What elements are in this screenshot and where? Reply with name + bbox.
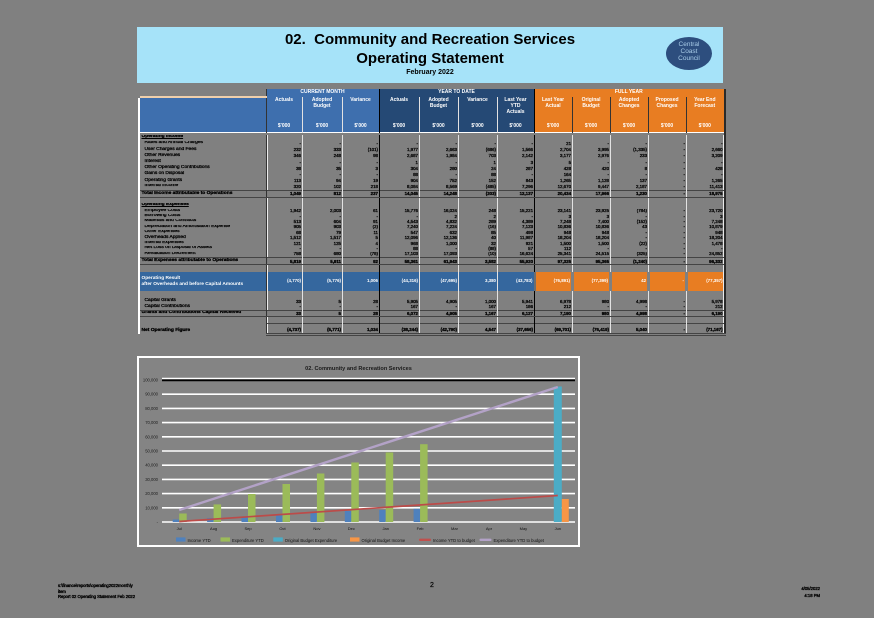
svg-text:Dec: Dec bbox=[348, 526, 355, 531]
svg-text:Original Budget Income: Original Budget Income bbox=[362, 538, 406, 543]
svg-text:Mar: Mar bbox=[451, 526, 459, 531]
svg-text:May: May bbox=[520, 526, 528, 531]
svg-text:Jan: Jan bbox=[382, 526, 388, 531]
svg-text:20,000: 20,000 bbox=[145, 491, 158, 496]
svg-text:Jun: Jun bbox=[555, 526, 561, 531]
svg-text:Income YTD: Income YTD bbox=[188, 538, 211, 543]
svg-text:02. Community and Recreation S: 02. Community and Recreation Services bbox=[305, 366, 412, 372]
svg-text:Feb: Feb bbox=[417, 526, 425, 531]
svg-text:40,000: 40,000 bbox=[145, 463, 158, 468]
svg-text:10,000: 10,000 bbox=[145, 505, 158, 510]
svg-text:Apr: Apr bbox=[486, 526, 493, 531]
svg-text:Expenditure YTD to budget: Expenditure YTD to budget bbox=[494, 538, 545, 543]
svg-text:Oct: Oct bbox=[279, 526, 286, 531]
svg-text:30,000: 30,000 bbox=[145, 477, 158, 482]
svg-text:60,000: 60,000 bbox=[145, 434, 158, 439]
svg-text:90,000: 90,000 bbox=[145, 392, 158, 397]
svg-text:50,000: 50,000 bbox=[145, 449, 158, 454]
svg-text:Jul: Jul bbox=[177, 526, 182, 531]
svg-text:Original Budget Expenditure: Original Budget Expenditure bbox=[285, 538, 338, 543]
svg-text:Expenditure YTD: Expenditure YTD bbox=[232, 538, 264, 543]
svg-text:-: - bbox=[157, 520, 159, 525]
svg-text:80,000: 80,000 bbox=[145, 406, 158, 411]
svg-text:Aug: Aug bbox=[210, 526, 217, 531]
svg-text:100,000: 100,000 bbox=[143, 378, 159, 383]
svg-text:70,000: 70,000 bbox=[145, 420, 158, 425]
svg-text:Sep: Sep bbox=[244, 526, 252, 531]
svg-text:Income YTD to budget: Income YTD to budget bbox=[433, 538, 476, 543]
svg-text:Nov: Nov bbox=[313, 526, 320, 531]
